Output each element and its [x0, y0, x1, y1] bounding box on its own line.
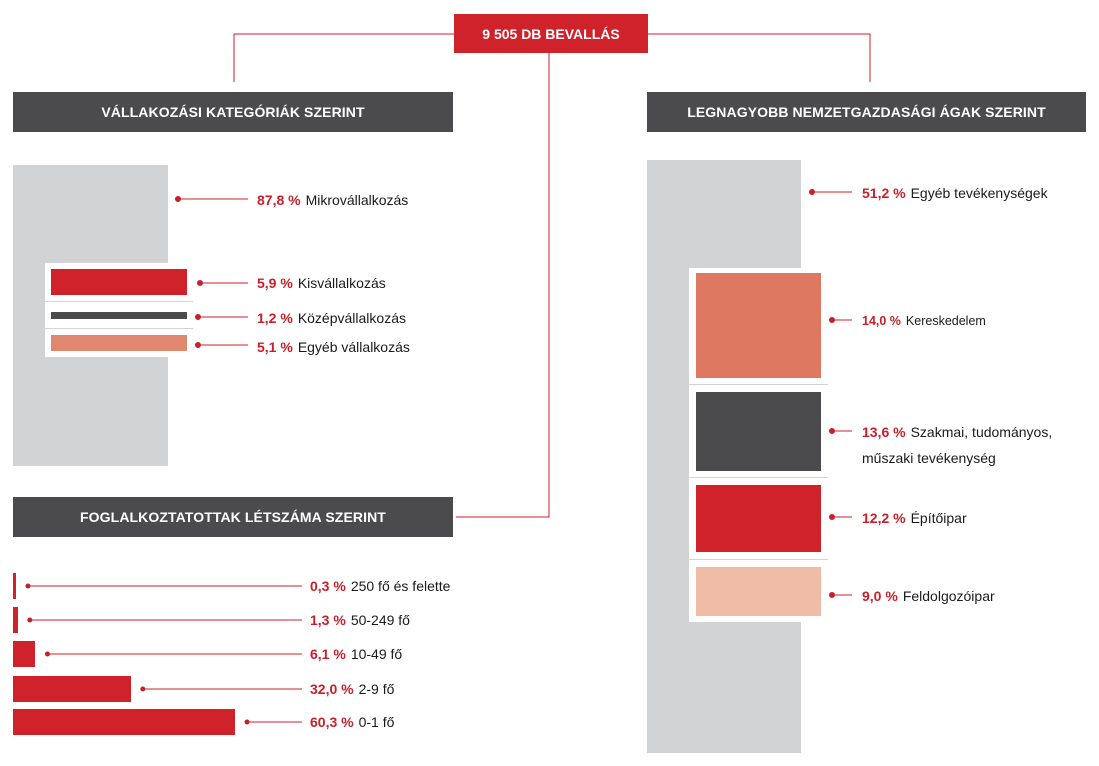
leader-dot: [829, 514, 835, 520]
data-label: 6,1 % 10-49 fő: [310, 646, 403, 662]
divider: [45, 301, 193, 302]
header-business-categories: VÁLLAKOZÁSI KATEGÓRIÁK SZERINT: [13, 92, 453, 132]
leader-dot: [829, 592, 835, 598]
data-label: 5,9 % Kisvállalkozás: [257, 275, 386, 291]
data-label: 1,3 % 50-249 fő: [310, 612, 410, 628]
bar-szakmai: [696, 392, 821, 471]
bar-feldolgozoipar: [696, 567, 821, 616]
divider: [45, 328, 193, 329]
leader-dot: [27, 617, 33, 623]
data-label: 14,0 % Kereskedelem: [862, 314, 986, 328]
divider: [689, 384, 828, 385]
data-label: 0,3 % 250 fő és felette: [310, 578, 451, 594]
leader-dot: [829, 317, 835, 323]
data-label: 32,0 % 2-9 fő: [310, 681, 395, 697]
leader-dot: [140, 686, 146, 692]
header-employees: FOGLALKOZTATOTTAK LÉTSZÁMA SZERINT: [13, 497, 453, 537]
header-sectors: LEGNAGYOBB NEMZETGAZDASÁGI ÁGAK SZERINT: [647, 92, 1086, 132]
bar-employees-3: [13, 676, 131, 702]
data-label: 5,1 % Egyéb vállalkozás: [257, 339, 410, 355]
divider: [689, 559, 828, 560]
leader-dot: [197, 280, 203, 286]
leader-dot: [25, 583, 31, 589]
bar-kozepvallalkozas: [51, 312, 187, 319]
data-label: 87,8 % Mikrovállalkozás: [257, 192, 409, 208]
bar-kereskedelem: [696, 273, 821, 378]
data-label: 1,2 % Középvállalkozás: [257, 310, 406, 326]
bar-kisvallalkozas: [51, 269, 187, 295]
leader-dot: [195, 342, 201, 348]
data-label: 60,3 % 0-1 fő: [310, 714, 395, 730]
bar-epitoipar: [696, 485, 821, 552]
leader-dot: [44, 651, 50, 657]
connector-right: [648, 33, 871, 82]
connector-middle: [456, 52, 550, 518]
connector-left: [233, 33, 454, 82]
leader-dot: [195, 314, 201, 320]
leader-dot: [829, 428, 835, 434]
bar-employees-1: [13, 607, 18, 633]
data-label: 12,2 % Építőipar: [862, 510, 967, 526]
bar-employees-2: [13, 641, 36, 667]
leader-dot: [175, 196, 181, 202]
leader-dot: [809, 189, 815, 195]
data-label: 13,6 % Szakmai, tudományos,: [862, 424, 1053, 440]
data-label: 9,0 % Feldolgozóipar: [862, 588, 995, 604]
data-label: 51,2 % Egyéb tevékenységek: [862, 185, 1048, 201]
bar-egyeb-vallalkozas: [51, 335, 187, 351]
bar-employees-4: [13, 709, 235, 735]
bar-employees-0: [13, 573, 16, 599]
total-returns-box: 9 505 DB BEVALLÁS: [454, 14, 648, 53]
data-label-line2: műszaki tevékenység: [862, 450, 996, 466]
divider: [689, 477, 828, 478]
leader-dot: [244, 719, 250, 725]
